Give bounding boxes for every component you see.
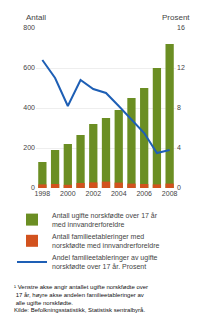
svg-text:200: 200 (23, 144, 35, 151)
svg-text:400: 400 (23, 104, 35, 111)
svg-text:2008: 2008 (162, 190, 178, 197)
svg-text:1998: 1998 (35, 190, 51, 197)
svg-text:¹ Venstre akse angir antallet: ¹ Venstre akse angir antallet ugifte nor… (14, 284, 148, 313)
svg-text:Prosent: Prosent (162, 13, 190, 22)
svg-text:8: 8 (177, 104, 181, 111)
svg-text:2004: 2004 (111, 190, 127, 197)
svg-text:12: 12 (177, 64, 185, 71)
svg-text:4: 4 (177, 144, 181, 151)
svg-text:800: 800 (23, 24, 35, 31)
svg-text:16: 16 (177, 24, 185, 31)
svg-text:Antall ugifte norskfødte over: Antall ugifte norskfødte over 17 årmed i… (52, 212, 158, 228)
svg-text:2002: 2002 (85, 190, 101, 197)
svg-text:Antall: Antall (26, 13, 46, 22)
svg-text:2000: 2000 (60, 190, 76, 197)
svg-text:0: 0 (31, 184, 35, 191)
svg-text:600: 600 (23, 64, 35, 71)
svg-text:Antall familieetableringer med: Antall familieetableringer mednorskfødte… (52, 233, 159, 249)
svg-text:2006: 2006 (136, 190, 152, 197)
svg-text:0: 0 (177, 184, 181, 191)
svg-text:Andel familieetableringer av u: Andel familieetableringer av ugiftenorsk… (52, 254, 158, 270)
